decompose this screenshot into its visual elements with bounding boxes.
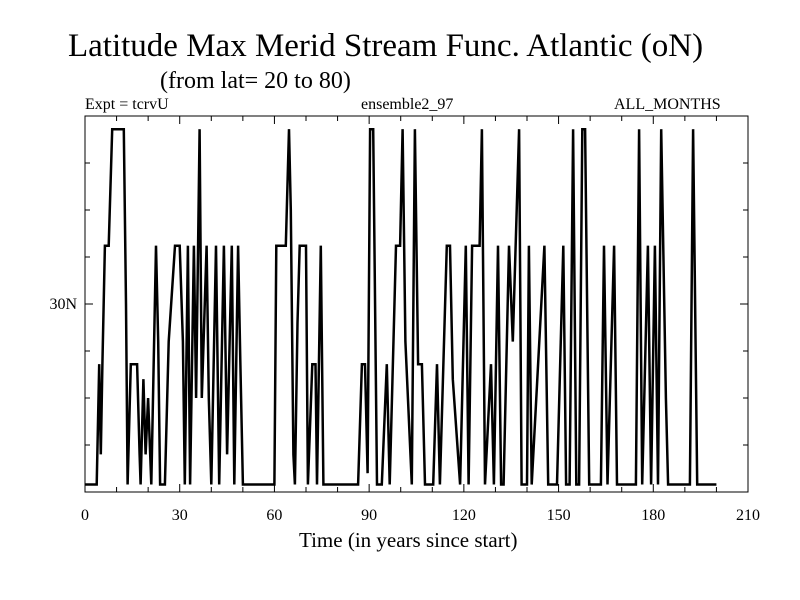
- x-tick-label: 0: [81, 507, 89, 524]
- chart-subtitle: (from lat= 20 to 80): [160, 68, 351, 94]
- x-tick-label: 120: [452, 507, 476, 524]
- x-axis-label: Time (in years since start): [299, 528, 518, 552]
- x-tick-label: 60: [266, 507, 282, 524]
- series-line: [85, 127, 717, 486]
- experiment-label: Expt = tcrvU: [85, 96, 169, 113]
- ensemble-label: ensemble2_97: [361, 96, 454, 113]
- x-tick-label: 180: [641, 507, 665, 524]
- y-tick-label: 30N: [49, 296, 77, 313]
- x-tick-label: 150: [547, 507, 571, 524]
- x-tick-label: 30: [172, 507, 188, 524]
- x-tick-label: 90: [361, 507, 377, 524]
- x-tick-label: 210: [736, 507, 760, 524]
- chart-title: Latitude Max Merid Stream Func. Atlantic…: [68, 28, 704, 64]
- months-label: ALL_MONTHS: [614, 96, 721, 113]
